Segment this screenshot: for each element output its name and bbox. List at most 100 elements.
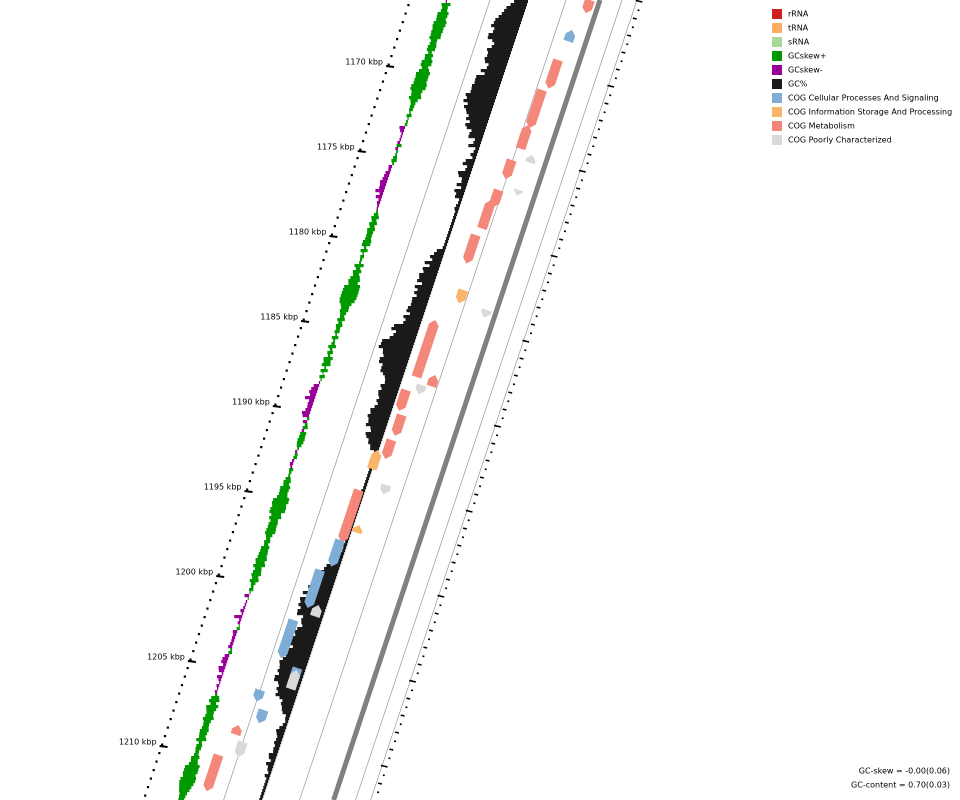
gc-skew bbox=[290, 465, 293, 469]
gene bbox=[525, 155, 536, 165]
gc-content bbox=[409, 312, 425, 316]
gc-skew bbox=[178, 795, 186, 799]
gc-skew bbox=[288, 471, 292, 475]
gc-content bbox=[343, 546, 347, 550]
gc-content bbox=[494, 42, 515, 46]
gc-skew bbox=[359, 261, 362, 265]
gc-skew bbox=[206, 708, 217, 712]
gc-skew bbox=[278, 492, 288, 496]
gc-skew bbox=[339, 297, 357, 301]
scale-dot bbox=[226, 548, 229, 551]
gc-content bbox=[417, 279, 436, 283]
gc-content bbox=[270, 759, 276, 763]
gc-content bbox=[276, 732, 285, 736]
gc-skew bbox=[414, 78, 428, 82]
gc-content bbox=[471, 129, 486, 133]
gc-skew bbox=[331, 336, 339, 340]
scale-dot bbox=[200, 624, 203, 627]
gc-content bbox=[274, 678, 303, 682]
scale-dot bbox=[192, 650, 195, 653]
gc-skew bbox=[236, 627, 240, 631]
gc-content bbox=[369, 468, 373, 472]
gc-skew bbox=[363, 246, 367, 250]
gc-content bbox=[452, 219, 456, 223]
gc-content bbox=[384, 375, 404, 379]
track-line bbox=[223, 0, 491, 800]
scale-dot bbox=[336, 216, 339, 219]
gc-content bbox=[380, 384, 401, 388]
ruler-tick bbox=[400, 714, 405, 717]
gc-content bbox=[297, 609, 326, 613]
gc-content bbox=[475, 147, 480, 151]
gc-content bbox=[467, 165, 474, 169]
gc-skew bbox=[269, 510, 285, 514]
gc-skew bbox=[255, 561, 265, 565]
gc-skew bbox=[305, 408, 312, 412]
gc-skew bbox=[254, 567, 262, 571]
ruler-tick bbox=[607, 84, 615, 88]
gc-skew bbox=[307, 405, 313, 409]
gc-skew bbox=[401, 132, 404, 136]
gc-skew bbox=[260, 549, 269, 553]
ruler-tick bbox=[502, 408, 507, 411]
gc-content bbox=[318, 573, 338, 577]
gc-skew bbox=[409, 105, 415, 109]
gc-content bbox=[436, 249, 446, 253]
gene bbox=[277, 618, 299, 658]
scale-dot bbox=[313, 284, 317, 287]
gc-skew bbox=[178, 798, 185, 800]
gc-skew bbox=[367, 231, 374, 235]
gc-content bbox=[488, 51, 512, 55]
gc-skew bbox=[331, 342, 335, 346]
gc-content bbox=[446, 237, 450, 241]
gc-content bbox=[314, 582, 335, 586]
scale-dot bbox=[364, 131, 368, 134]
scale-dot bbox=[268, 420, 271, 423]
gc-skew bbox=[376, 210, 378, 214]
scale-dot bbox=[291, 352, 294, 355]
gc-skew bbox=[251, 573, 261, 577]
gc-skew bbox=[333, 339, 336, 343]
ruler-tick bbox=[479, 476, 485, 479]
gene bbox=[463, 233, 481, 264]
gc-skew bbox=[385, 171, 391, 175]
gc-content bbox=[281, 708, 293, 712]
gc-skew bbox=[341, 306, 350, 310]
scale-dot bbox=[384, 72, 387, 75]
gc-skew bbox=[361, 243, 371, 247]
gc-content bbox=[282, 723, 288, 727]
gc-content bbox=[343, 543, 348, 547]
gc-content bbox=[301, 621, 322, 625]
scale-dot bbox=[356, 157, 359, 160]
gc-skew bbox=[430, 33, 442, 37]
gc-content bbox=[263, 786, 267, 790]
gc-skew bbox=[344, 285, 361, 289]
gc-skew bbox=[190, 759, 198, 763]
gc-skew bbox=[267, 525, 277, 529]
scale-dot bbox=[248, 480, 252, 483]
scale-dot bbox=[305, 310, 308, 313]
gc-content bbox=[382, 372, 405, 376]
gc-content bbox=[361, 489, 366, 493]
gc-skew bbox=[179, 786, 192, 790]
gc-content bbox=[471, 87, 500, 91]
gc-content bbox=[290, 639, 316, 643]
gc-content bbox=[396, 330, 419, 334]
ruler-tick bbox=[508, 391, 513, 394]
scale-dot bbox=[322, 259, 325, 262]
gc-skew bbox=[350, 276, 360, 280]
gc-skew bbox=[252, 576, 259, 580]
gc-content bbox=[442, 246, 447, 250]
ruler-tick bbox=[457, 544, 462, 547]
gene bbox=[382, 438, 397, 459]
ruler-tick bbox=[576, 187, 581, 190]
gc-content bbox=[491, 45, 514, 49]
gc-skew bbox=[265, 534, 273, 538]
gc-content bbox=[365, 423, 388, 427]
scale-label: 1190 kbp bbox=[232, 398, 270, 407]
ruler-tick bbox=[380, 764, 388, 768]
scale-dot bbox=[407, 4, 410, 7]
gc-skew bbox=[430, 39, 438, 43]
gc-skew bbox=[393, 156, 397, 160]
ruler-tick bbox=[542, 289, 547, 292]
